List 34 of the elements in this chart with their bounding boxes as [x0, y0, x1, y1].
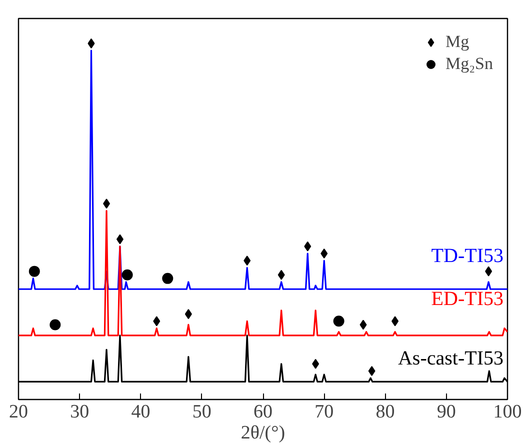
x-tick-label: 50: [192, 402, 212, 422]
point: [278, 270, 285, 280]
x-tick-label: 90: [436, 402, 456, 422]
point: [122, 269, 133, 280]
point: [485, 266, 492, 276]
x-tick-label: 60: [254, 402, 272, 422]
point: [333, 316, 344, 327]
point: [153, 316, 160, 326]
x-tick-label: 30: [70, 402, 90, 422]
point: [312, 358, 320, 369]
point: [116, 234, 124, 244]
legend-label: Mg: [446, 32, 470, 52]
x-tick-label: 40: [131, 402, 150, 422]
series-label: TD-TI53: [431, 245, 504, 268]
point: [368, 366, 376, 376]
point: [162, 272, 174, 284]
point: [360, 320, 367, 330]
x-tick-label: 20: [9, 402, 28, 422]
point: [392, 316, 399, 326]
point: [244, 256, 251, 266]
x-axis-title: 2θ/(°): [240, 422, 286, 444]
point: [184, 309, 192, 320]
x-tick-label: 80: [376, 402, 395, 422]
point: [320, 248, 328, 259]
series-label: As-cast-TI53: [398, 348, 504, 370]
point: [28, 266, 40, 277]
x-tick-label: 100: [493, 402, 522, 422]
point: [103, 198, 110, 209]
series-label: ED-TI53: [431, 288, 504, 310]
legend-label: Mg₂Sn: [446, 54, 493, 74]
point: [304, 241, 312, 252]
x-tick-label: 70: [314, 402, 334, 422]
point: [50, 319, 61, 330]
point: [88, 38, 95, 48]
